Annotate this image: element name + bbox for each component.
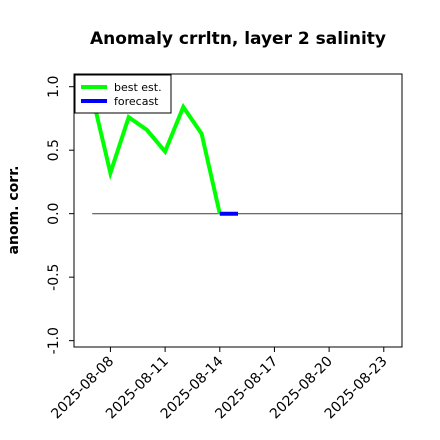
chart-title: Anomaly crrltn, layer 2 salinity xyxy=(90,29,386,49)
y-tick-label: 0.0 xyxy=(46,203,62,225)
y-tick-label: -0.5 xyxy=(46,264,62,291)
legend-label: forecast xyxy=(114,95,159,108)
y-tick-label: 1.0 xyxy=(46,76,62,98)
plot-area-frame xyxy=(73,73,403,348)
legend: best est.forecast xyxy=(74,74,172,114)
y-tick-label: 0.5 xyxy=(46,139,62,161)
y-tick-label: -1.0 xyxy=(46,327,62,354)
series-line-best-est xyxy=(90,95,222,215)
legend-label: best est. xyxy=(114,81,162,94)
legend-box xyxy=(74,74,172,114)
y-axis-label: anom. corr. xyxy=(6,166,22,255)
